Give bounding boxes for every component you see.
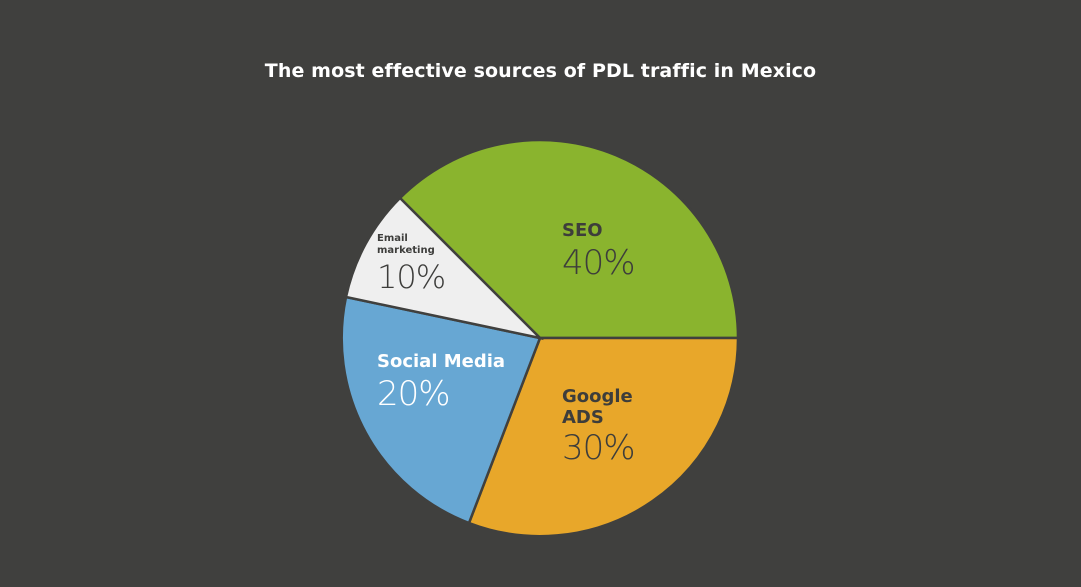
chart-title: The most effective sources of PDL traffi… [264,60,817,82]
label-seo: SEO 40% [562,220,636,283]
slice-google-ads [467,336,740,538]
slice-social-media [340,295,542,525]
label-google-name-line1: Google [562,386,633,407]
label-seo-name: SEO [562,220,603,241]
slice-email-marketing [344,196,544,341]
label-social-media: Social Media 20% [377,351,506,414]
label-email-name-line1: Email [377,233,408,244]
label-google-name-line2: ADS [562,407,604,428]
label-email-value: 10% [377,258,446,296]
label-email-name-line2: marketing [377,245,435,256]
label-seo-value: 40% [562,243,636,283]
label-email-marketing: Email marketing 10% [377,233,446,296]
label-google-ads: Google ADS 30% [562,386,636,468]
label-social-value: 20% [377,374,451,414]
label-google-value: 30% [562,428,636,468]
slice-seo [398,138,740,340]
label-social-name: Social Media [377,351,506,372]
